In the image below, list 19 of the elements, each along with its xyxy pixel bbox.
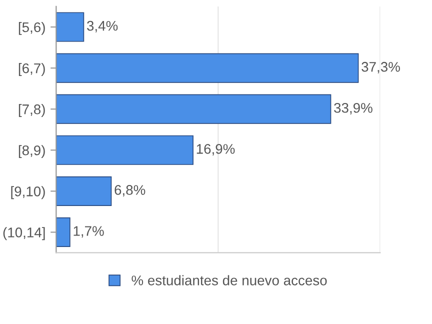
bar [56, 176, 112, 206]
y-tick-label: [5,6) [18, 22, 45, 35]
y-tick-label: (10,14] [3, 227, 45, 240]
legend-label: % estudiantes de nuevo acceso [132, 275, 327, 286]
bar [56, 94, 332, 124]
bar [56, 53, 359, 83]
bar [56, 135, 194, 165]
data-label: 3,4% [87, 20, 118, 32]
y-tick-label: [7,8) [18, 104, 45, 117]
data-label: 37,3% [362, 62, 400, 74]
data-label: 1,7% [74, 226, 104, 238]
y-tick-label: [6,7) [18, 63, 45, 76]
y-tick-label: [8,9) [18, 145, 45, 158]
data-label: 33,9% [334, 102, 372, 114]
data-label: 6,8% [114, 185, 146, 197]
bar [56, 12, 84, 42]
data-label: 16,9% [196, 144, 235, 156]
bar [56, 217, 70, 247]
y-tick-label: [9,10) [11, 186, 45, 200]
